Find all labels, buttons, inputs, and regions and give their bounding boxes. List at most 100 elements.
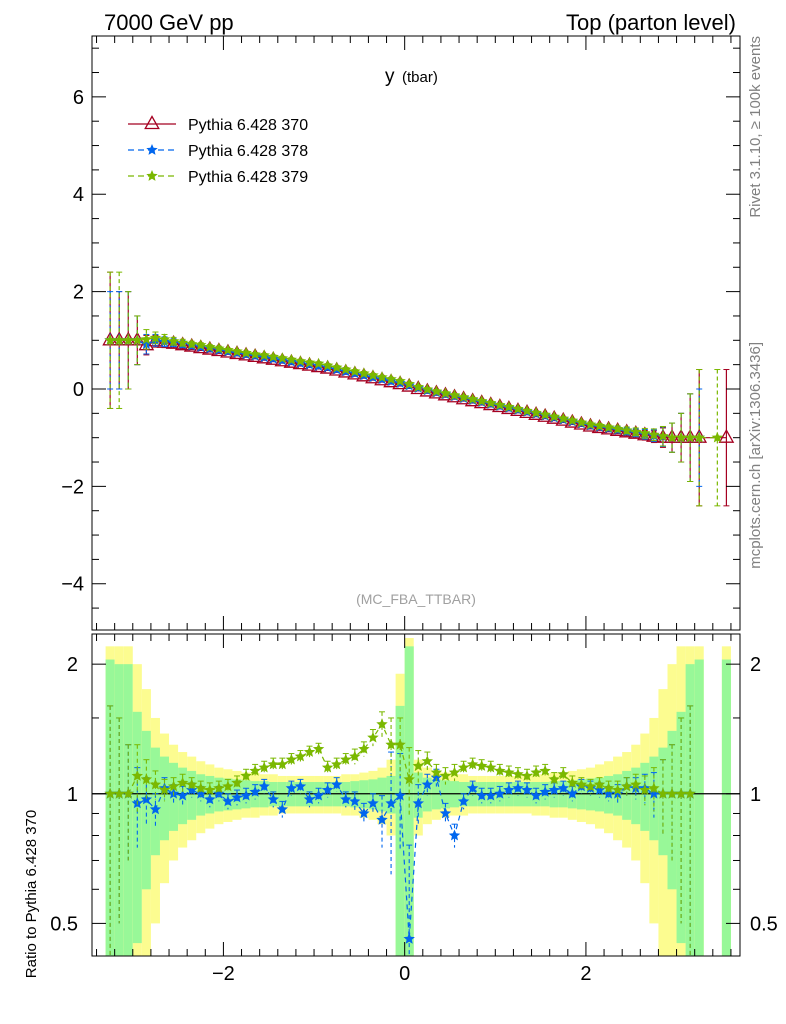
ratio-data-point [267, 758, 279, 770]
ratio-data-point [521, 784, 533, 795]
ratio-data-point [367, 797, 379, 809]
data-point [349, 365, 361, 377]
data-point [566, 414, 578, 426]
ratio-data-point [575, 778, 588, 790]
ratio-xtick-label: −2 [212, 963, 235, 985]
ratio-data-point [421, 778, 433, 790]
ratio-series-1 [104, 705, 696, 956]
main-ytick-label: 0 [73, 379, 84, 401]
ratio-data-point [539, 785, 551, 797]
ratio-ytick-label: 1 [67, 784, 78, 806]
ratio-data-point [312, 743, 325, 754]
ratio-data-point [158, 784, 171, 795]
band-green [585, 778, 595, 811]
data-point [113, 334, 125, 346]
ratio-data-point [249, 764, 261, 776]
main-subtitle: (tbar) [402, 69, 438, 86]
ratio-data-point [122, 787, 134, 799]
data-point [512, 403, 524, 414]
data-point [421, 383, 433, 395]
ratio-data-point [340, 753, 352, 765]
data-point [285, 353, 298, 365]
ratio-data-point [140, 773, 153, 785]
legend-label: Pythia 6.428 370 [188, 117, 308, 134]
ratio-data-point [611, 787, 624, 799]
band-green [422, 777, 432, 812]
ratio-panel: 0.5 0.5 1 1 2 2 −2 0 2 Ratio to Pythia 6.428 370 [23, 633, 778, 985]
ratio-data-point [548, 773, 560, 785]
ratio-data-point [195, 787, 207, 799]
ratio-data-point [331, 778, 343, 790]
ratio-data-point [294, 750, 307, 762]
ratio-data-point [512, 782, 524, 794]
band-green [594, 777, 605, 812]
ratio-data-point [376, 718, 388, 730]
ratio-data-point [249, 785, 261, 797]
ratio-data-point [648, 787, 660, 799]
legend-marker [146, 170, 158, 181]
ratio-series-group [104, 705, 696, 956]
ratio-data-point [476, 789, 488, 801]
data-point [321, 359, 334, 371]
ratio-xtick-label: 0 [399, 963, 410, 985]
data-point [403, 378, 415, 389]
ratio-ytick-label: 2 [67, 654, 78, 676]
ratio-data-point [176, 776, 189, 788]
ratio-data-point [403, 933, 415, 944]
ratio-data-point [376, 813, 388, 825]
data-point [213, 342, 225, 354]
ratio-data-point [457, 795, 470, 807]
ratio-xtick-label: 2 [580, 963, 591, 985]
ratio-data-point [539, 764, 551, 776]
ratio-data-point [602, 782, 615, 794]
data-point [394, 375, 406, 387]
ratio-data-point [657, 787, 669, 799]
data-point [584, 418, 597, 430]
ratio-data-point [466, 758, 479, 770]
data-point [294, 355, 307, 367]
ratio-data-point [602, 787, 615, 799]
data-point [657, 430, 669, 442]
data-point [240, 347, 252, 358]
ratio-data-point [503, 784, 515, 795]
band-green [159, 756, 170, 841]
ratio-data-point [675, 787, 687, 799]
mcplots-label: mcplots.cern.ch [arXiv:1306.3436] [747, 342, 764, 569]
ratio-ytick-label-right: 0.5 [750, 913, 778, 935]
data-point [494, 399, 506, 410]
legend-marker [144, 115, 160, 130]
ratio-data-point [593, 784, 606, 795]
ratio-data-point [466, 782, 479, 794]
ratio-data-point [394, 789, 406, 801]
ratio-data-point [485, 789, 497, 801]
ratio-data-point [521, 770, 533, 781]
ratio-data-point [457, 761, 470, 773]
ratio-data-point [593, 778, 606, 790]
data-point [430, 385, 443, 397]
band-green [141, 730, 151, 890]
ratio-data-point [494, 787, 506, 799]
band-green [676, 711, 686, 944]
data-point [675, 431, 687, 443]
band-green [631, 767, 641, 825]
data-point [167, 335, 180, 347]
ratio-data-point [566, 787, 578, 799]
data-point [104, 334, 116, 346]
data-point [158, 333, 171, 345]
ratio-ytick-label: 0.5 [50, 913, 78, 935]
band-green [431, 779, 441, 810]
data-point [367, 369, 379, 381]
ratio-data-point [684, 787, 696, 799]
ratio-data-point [321, 761, 334, 773]
legend-label: Pythia 6.428 378 [188, 143, 308, 160]
ratio-data-point [186, 778, 198, 790]
header-right: Top (parton level) [566, 10, 736, 35]
ratio-data-point [258, 761, 270, 773]
data-point [539, 408, 551, 420]
ratio-data-point [666, 787, 678, 799]
ratio-data-point [240, 770, 252, 781]
ratio-data-point [530, 766, 542, 778]
band-green [169, 762, 179, 831]
ratio-frame [91, 633, 741, 957]
